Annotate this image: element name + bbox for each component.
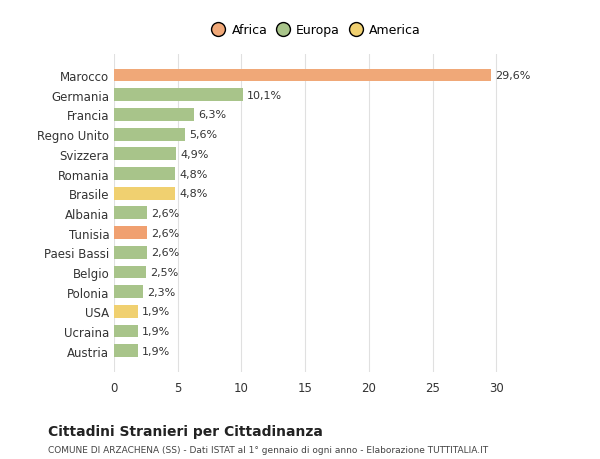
Text: 2,5%: 2,5% <box>150 268 178 277</box>
Bar <box>114 285 143 298</box>
Bar <box>114 148 176 161</box>
Bar <box>114 246 147 259</box>
Bar <box>114 325 138 338</box>
Text: 2,6%: 2,6% <box>151 248 179 258</box>
Bar <box>114 109 194 122</box>
Text: 4,9%: 4,9% <box>180 150 209 159</box>
Text: 1,9%: 1,9% <box>142 307 170 317</box>
Text: 2,3%: 2,3% <box>147 287 175 297</box>
Text: 1,9%: 1,9% <box>142 346 170 356</box>
Text: 1,9%: 1,9% <box>142 326 170 336</box>
Text: 5,6%: 5,6% <box>189 130 217 140</box>
Text: COMUNE DI ARZACHENA (SS) - Dati ISTAT al 1° gennaio di ogni anno - Elaborazione : COMUNE DI ARZACHENA (SS) - Dati ISTAT al… <box>48 445 488 454</box>
Bar <box>114 129 185 141</box>
Bar <box>114 345 138 358</box>
Text: 29,6%: 29,6% <box>495 71 530 81</box>
Bar <box>114 266 146 279</box>
Text: 2,6%: 2,6% <box>151 208 179 218</box>
Bar <box>114 305 138 318</box>
Text: 6,3%: 6,3% <box>198 110 226 120</box>
Text: 2,6%: 2,6% <box>151 228 179 238</box>
Text: 4,8%: 4,8% <box>179 189 208 199</box>
Text: Cittadini Stranieri per Cittadinanza: Cittadini Stranieri per Cittadinanza <box>48 425 323 438</box>
Bar <box>114 207 147 220</box>
Bar <box>114 69 491 82</box>
Bar <box>114 187 175 200</box>
Legend: Africa, Europa, America: Africa, Europa, America <box>212 20 424 40</box>
Text: 10,1%: 10,1% <box>247 90 282 101</box>
Bar <box>114 168 175 180</box>
Bar <box>114 227 147 240</box>
Bar <box>114 89 243 102</box>
Text: 4,8%: 4,8% <box>179 169 208 179</box>
